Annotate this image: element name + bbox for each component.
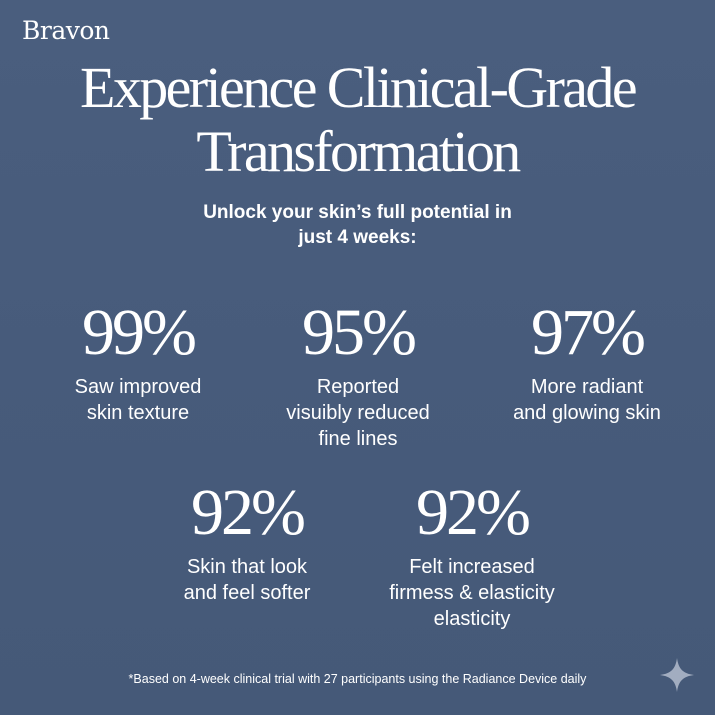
brand-logo: Bravon (22, 16, 110, 45)
stat-value: 92% (416, 476, 531, 549)
subheadline: Unlock your skin’s full potential in jus… (0, 200, 715, 250)
stat-label: Saw improved skin texture (74, 376, 202, 424)
footnote: *Based on 4-week clinical trial with 27 … (128, 672, 587, 686)
headline-line-1: Experience Clinical-Grade (80, 55, 638, 120)
stat-value: 97% (531, 296, 646, 369)
headline-line-2: Transformation (196, 119, 521, 184)
stat-label: Skin that look and feel softer (183, 556, 311, 604)
stat-fine-lines: 95% Reported visuibly reduced fine lines (248, 300, 468, 452)
stat-firmness: 92% Felt increased firmess & elasticity … (352, 480, 592, 632)
subheadline-line-2: just 4 weeks: (298, 227, 417, 248)
stat-value: 99% (82, 296, 197, 369)
stat-texture: 99% Saw improved skin texture (38, 300, 238, 426)
stat-label: Felt increased firmess & elasticity elas… (389, 556, 555, 630)
sparkle-icon (660, 658, 694, 692)
stat-radiance: 97% More radiant and glowing skin (482, 300, 692, 426)
stat-value: 92% (191, 476, 306, 549)
stat-label: More radiant and glowing skin (513, 376, 661, 424)
headline: Experience Clinical-Grade Transformation (0, 56, 715, 184)
subheadline-line-1: Unlock your skin’s full potential in (203, 202, 512, 223)
stat-label: Reported visuibly reduced fine lines (286, 376, 430, 450)
stat-softness: 92% Skin that look and feel softer (142, 480, 352, 606)
stat-value: 95% (302, 296, 417, 369)
